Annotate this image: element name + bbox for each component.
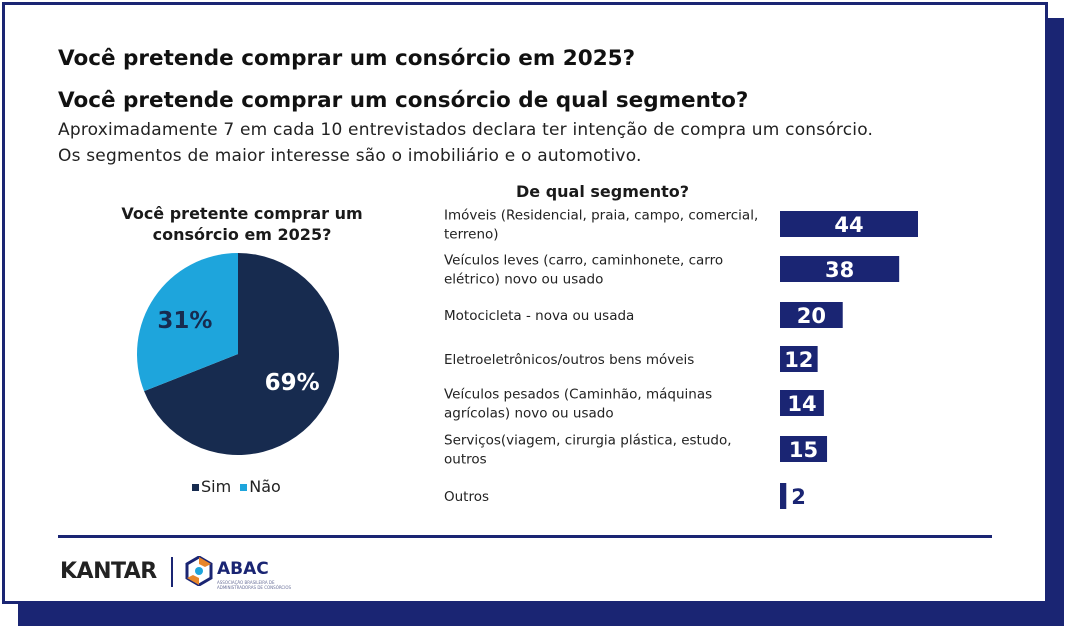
pie-chart-title: Você pretente comprar um consórcio em 20… [92,203,392,245]
category-label-line: terreno) [444,227,499,243]
category-label-line: Motocicleta - nova ou usada [444,308,634,324]
main-heading: Você pretende comprar um consórcio em 20… [58,46,636,71]
bar [780,346,818,372]
bar [780,256,900,282]
footer-divider [58,535,992,538]
intro-line-1: Aproximadamente 7 em cada 10 entrevistad… [58,120,874,140]
category-label-line: Outros [444,489,489,505]
secondary-heading: Você pretende comprar um consórcio de qu… [58,88,749,113]
legend-item-nao: Não [240,477,281,496]
pie-slice-sim [144,253,339,455]
category-label: Eletroeletrônicos/outros bens móveis [444,352,694,368]
kantar-logo: KANTAR [60,559,157,584]
pie-title-line-1: Você pretente comprar um [121,204,363,223]
bar-value-label: 38 [825,258,854,282]
legend-label-sim: Sim [201,477,232,496]
bar [780,436,828,462]
bar-value-label: 20 [797,304,826,328]
category-label: Outros [444,489,489,505]
pie-title-line-2: consórcio em 2025? [152,225,332,244]
bar-value-label: 15 [789,438,818,462]
category-label: Veículos leves (carro, caminhonete, carr… [444,253,723,288]
pie-label-nao: 31% [157,308,212,334]
logo-separator [171,557,173,587]
category-label: Imóveis (Residencial, praia, campo, come… [444,208,758,243]
pie-chart: 69% 31% [137,253,339,455]
category-label-line: Veículos pesados (Caminhão, máquinas [444,387,712,403]
legend-label-nao: Não [249,477,281,496]
bar [780,211,918,237]
abac-logo-subtitle: ASSOCIAÇÃO BRASILEIRA DE ADMINISTRADORAS… [217,580,292,590]
bar-value-label: 14 [787,392,816,416]
bar [780,483,787,509]
abac-logo-text: ABAC [217,559,269,579]
category-label: Serviços(viagem, cirurgia plástica, estu… [444,433,732,468]
bar [780,302,843,328]
category-label: Motocicleta - nova ou usada [444,308,634,324]
category-label: Veículos pesados (Caminhão, máquinas agrí… [444,387,712,422]
bar-chart: 44 Imóveis (Residencial, praia, campo, co… [444,208,918,509]
bar-value-label: 12 [784,348,813,372]
bar [780,390,824,416]
legend-swatch-sim [192,484,199,491]
category-label-line: Veículos leves (carro, caminhonete, carr… [444,253,723,269]
category-label-line: outros [444,452,487,468]
legend-swatch-nao [240,484,248,491]
intro-line-2: Os segmentos de maior interesse são o im… [58,146,642,166]
pie-label-sim: 69% [265,370,320,396]
bar-value-label: 2 [791,485,806,509]
pie-legend: Sim Não [192,477,285,496]
category-label-line: agrícolas) novo ou usado [444,406,614,422]
category-label-line: Serviços(viagem, cirurgia plástica, estu… [444,433,732,449]
category-label-line: elétrico) novo ou usado [444,272,603,288]
bar-value-label: 44 [834,213,863,237]
category-label-line: Eletroeletrônicos/outros bens móveis [444,352,694,368]
pie-slice-nao [137,253,238,392]
abac-hexagon-logo-icon [185,556,213,586]
legend-item-sim: Sim [192,477,231,496]
category-label-line: Imóveis (Residencial, praia, campo, come… [444,208,758,224]
bar-chart-title: De qual segmento? [516,182,690,201]
